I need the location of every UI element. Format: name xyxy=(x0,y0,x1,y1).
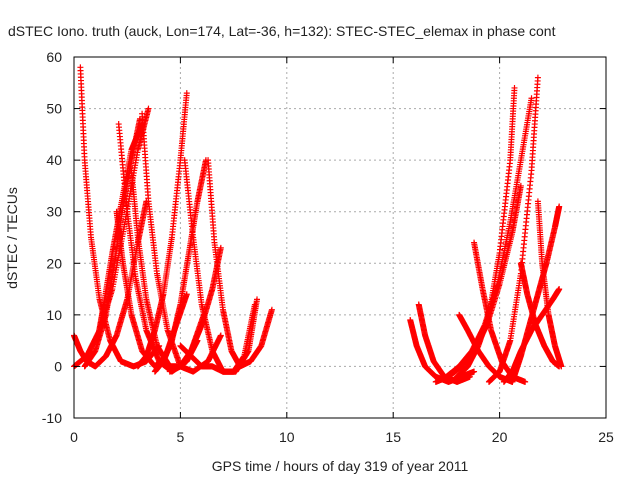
y-axis-label: dSTEC / TECUs xyxy=(4,187,20,289)
x-tick-label: 5 xyxy=(177,429,185,445)
y-tick-label: 20 xyxy=(46,255,62,271)
y-tick-label: 30 xyxy=(46,204,62,220)
y-tick-label: -10 xyxy=(42,410,62,426)
data-point xyxy=(217,244,224,251)
x-tick-label: 15 xyxy=(385,429,401,445)
x-tick-label: 0 xyxy=(70,429,78,445)
data-point xyxy=(534,74,541,81)
marks-layer xyxy=(71,64,565,385)
series-arc-2 xyxy=(77,64,163,370)
grid-layer xyxy=(74,57,606,418)
data-point xyxy=(217,332,224,339)
data-point xyxy=(145,105,152,112)
x-axis-label: GPS time / hours of day 319 of year 2011 xyxy=(212,458,469,474)
series-arc-10 xyxy=(134,90,190,370)
ticks-layer: 0 5 10 15 20 25 -10 0 10 20 30 40 50 60 xyxy=(42,49,614,445)
data-point xyxy=(183,291,190,298)
y-tick-label: 0 xyxy=(54,358,62,374)
series-arc-11 xyxy=(151,157,209,375)
y-tick-label: 50 xyxy=(46,101,62,117)
chart-title: dSTEC Iono. truth (auck, Lon=174, Lat=-3… xyxy=(8,23,556,39)
y-tick-label: 10 xyxy=(46,307,62,323)
series-arc-19 xyxy=(443,95,535,380)
y-tick-label: 60 xyxy=(46,49,62,65)
x-tick-label: 20 xyxy=(492,429,508,445)
x-tick-label: 25 xyxy=(598,429,614,445)
x-tick-label: 10 xyxy=(279,429,295,445)
y-tick-label: 40 xyxy=(46,152,62,168)
